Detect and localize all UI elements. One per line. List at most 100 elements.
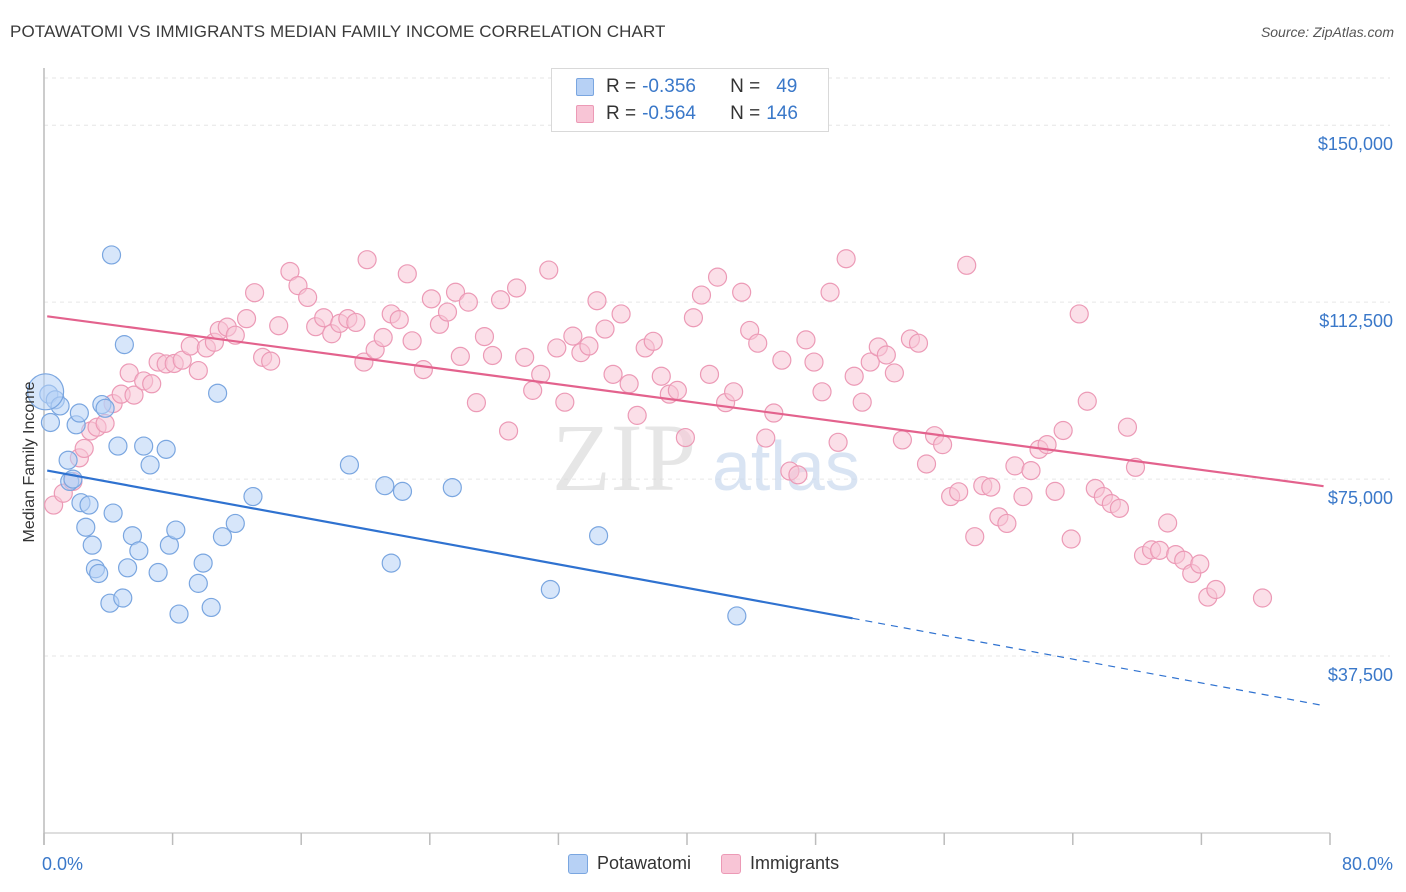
point-immigrants-130	[1077, 391, 1097, 411]
point-immigrants-62	[531, 364, 551, 384]
point-potawatomi-47	[727, 606, 747, 626]
y-tick-label-1: $75,000	[1328, 488, 1393, 508]
chart-title: POTAWATOMI VS IMMIGRANTS MEDIAN FAMILY I…	[10, 22, 666, 41]
point-immigrants-55	[474, 326, 495, 347]
legend-r-label: R =	[606, 76, 637, 97]
point-immigrants-77	[651, 366, 671, 386]
point-immigrants-48	[421, 289, 442, 309]
point-immigrants-63	[539, 260, 559, 280]
legend-n-value: 146	[766, 103, 798, 124]
point-immigrants-13	[142, 374, 162, 394]
point-immigrants-86	[724, 382, 744, 402]
point-potawatomi-5	[58, 450, 78, 470]
legend-row-immigrants: R = -0.564 N = 146	[576, 102, 798, 126]
y-tick-label-0: $37,500	[1328, 665, 1393, 685]
point-potawatomi-12	[82, 535, 102, 555]
point-immigrants-140	[1158, 513, 1178, 533]
point-immigrants-135	[1117, 417, 1138, 437]
point-immigrants-38	[346, 312, 366, 333]
legend-n-value: 49	[776, 76, 798, 97]
legend-swatch-immigrants	[576, 105, 594, 123]
chart-source: Source: ZipAtlas.com	[1260, 24, 1394, 40]
point-immigrants-25	[236, 309, 257, 329]
point-immigrants-106	[884, 363, 904, 383]
trend-immigrants	[47, 315, 1324, 488]
legend-r-value: -0.356	[642, 76, 696, 97]
point-immigrants-47	[413, 360, 433, 380]
series-label-immigrants: Immigrants	[750, 853, 840, 873]
point-immigrants-118	[981, 477, 1001, 497]
trend-potawatomi-extension	[852, 617, 1324, 707]
point-potawatomi-14	[89, 563, 109, 584]
point-immigrants-98	[820, 282, 840, 302]
point-potawatomi-46	[588, 526, 609, 546]
point-potawatomi-10	[76, 517, 96, 537]
point-potawatomi-33	[201, 597, 221, 618]
point-immigrants-51	[445, 282, 466, 302]
point-immigrants-127	[1053, 420, 1073, 441]
point-potawatomi-1	[40, 412, 61, 433]
series-swatch-immigrants	[721, 853, 742, 874]
series-legend: Potawatomi Immigrants	[568, 853, 869, 874]
point-immigrants-134	[1109, 498, 1130, 518]
point-immigrants-45	[397, 264, 417, 284]
point-immigrants-103	[860, 352, 880, 372]
point-immigrants-10	[119, 363, 139, 383]
point-immigrants-147	[1252, 588, 1273, 608]
point-potawatomi-31	[188, 573, 208, 593]
point-potawatomi-48	[27, 373, 65, 411]
legend-row-potawatomi: R = -0.356 N = 49	[576, 75, 797, 99]
point-immigrants-74	[627, 405, 647, 425]
legend-r-label: R =	[606, 103, 637, 124]
point-immigrants-99	[828, 432, 848, 452]
trend-lines	[47, 315, 1324, 707]
point-immigrants-105	[876, 345, 896, 365]
point-immigrants-129	[1069, 304, 1089, 324]
point-immigrants-101	[844, 366, 864, 386]
point-potawatomi-42	[392, 481, 413, 501]
point-potawatomi-43	[381, 553, 401, 573]
point-immigrants-26	[244, 283, 265, 303]
point-immigrants-115	[957, 255, 977, 275]
point-potawatomi-23	[129, 541, 149, 561]
point-immigrants-87	[732, 282, 752, 302]
point-immigrants-100	[836, 249, 856, 269]
point-immigrants-59	[507, 278, 527, 298]
series-swatch-potawatomi	[568, 853, 588, 874]
point-immigrants-61	[523, 380, 543, 400]
point-immigrants-82	[691, 285, 712, 305]
point-immigrants-102	[852, 392, 872, 412]
point-potawatomi-20	[113, 588, 133, 608]
trend-potawatomi	[47, 469, 853, 620]
point-immigrants-83	[699, 364, 720, 384]
point-immigrants-28	[261, 351, 281, 371]
point-potawatomi-21	[117, 558, 138, 578]
point-immigrants-46	[402, 331, 422, 351]
series-label-potawatomi: Potawatomi	[597, 853, 692, 873]
point-immigrants-84	[707, 267, 728, 287]
point-immigrants-116	[965, 527, 985, 547]
point-potawatomi-37	[243, 486, 263, 507]
point-immigrants-121	[1005, 456, 1025, 476]
point-immigrants-11	[124, 385, 144, 405]
point-immigrants-79	[667, 380, 687, 400]
point-potawatomi-34	[208, 383, 228, 403]
series-legend-immigrants: Immigrants	[721, 853, 839, 874]
legend-n-label: N =	[730, 103, 761, 124]
axes	[43, 68, 1331, 845]
point-immigrants-32	[298, 287, 318, 308]
point-immigrants-90	[756, 428, 776, 448]
point-immigrants-76	[643, 331, 663, 351]
point-immigrants-69	[587, 291, 607, 311]
point-potawatomi-27	[156, 439, 176, 459]
point-potawatomi-39	[114, 335, 134, 355]
point-immigrants-40	[357, 250, 377, 270]
point-potawatomi-40	[339, 455, 360, 475]
point-immigrants-120	[997, 513, 1017, 534]
legend-n-label: N =	[730, 76, 761, 97]
x-tick-label-max: 80.0%	[1342, 854, 1393, 874]
x-tick-label-min: 0.0%	[42, 854, 83, 874]
point-immigrants-72	[611, 304, 631, 324]
point-potawatomi-11	[79, 495, 99, 515]
